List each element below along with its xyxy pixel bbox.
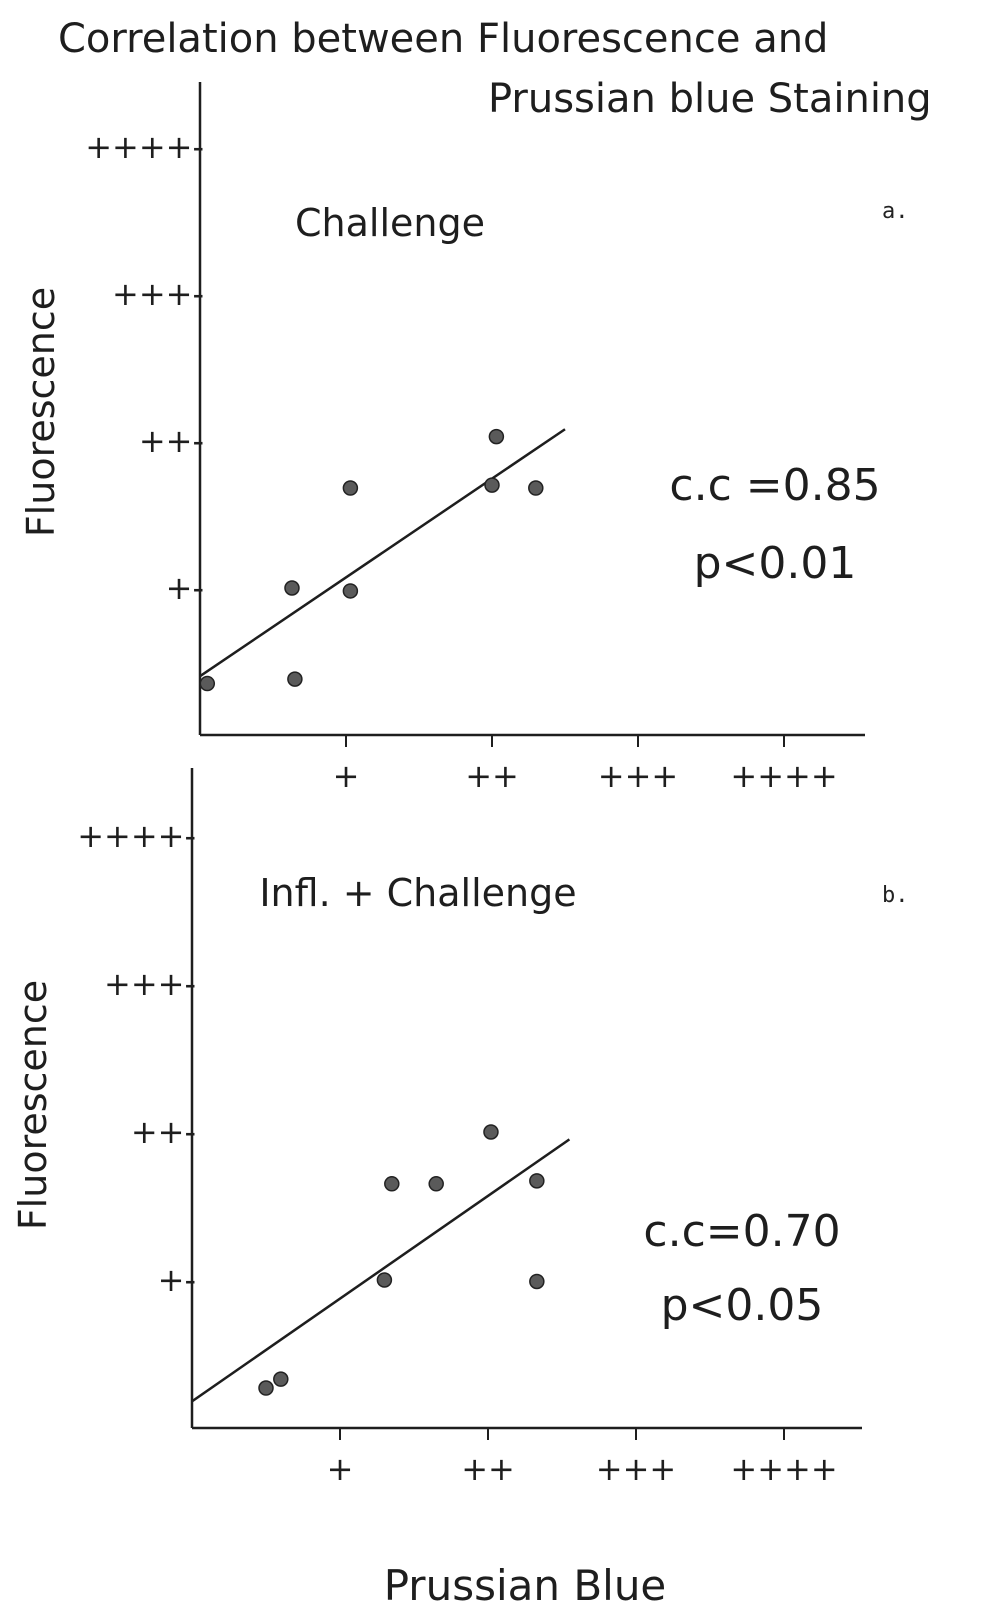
y-tick-label: ++- xyxy=(139,422,204,460)
y-axis-label: Fluorescence xyxy=(11,980,55,1230)
data-point xyxy=(529,1173,545,1189)
x-tick-label: + xyxy=(333,757,360,795)
y-tick-label: +- xyxy=(166,569,204,607)
panel-b: + ++ +++ +++++-++-+++-++++-FluorescenceInfl… xyxy=(11,768,909,1488)
panel-annotation: Infl. + Challenge xyxy=(259,871,576,915)
data-point xyxy=(529,1273,545,1290)
x-tick-label: ++++ xyxy=(730,757,837,795)
data-point xyxy=(488,428,505,445)
data-point xyxy=(258,1380,274,1396)
correlation-coefficient: c.c=0.70 xyxy=(643,1206,840,1257)
x-tick-label: + xyxy=(327,1450,354,1488)
regression-line xyxy=(199,428,566,678)
y-tick-label: +- xyxy=(158,1261,196,1299)
x-axis-label: Prussian Blue xyxy=(384,1561,667,1610)
panel-annotation: Challenge xyxy=(295,201,485,245)
p-value: p<0.01 xyxy=(694,538,857,589)
y-tick-label: +++- xyxy=(112,275,204,313)
data-point xyxy=(342,583,359,599)
data-point xyxy=(376,1272,393,1288)
y-tick-label: +++- xyxy=(104,965,196,1003)
x-tick-label: ++++ xyxy=(730,1450,837,1488)
data-point xyxy=(484,477,500,493)
x-tick-label: ++ xyxy=(461,1450,515,1488)
data-point xyxy=(384,1176,400,1192)
x-tick-label: +++ xyxy=(596,1450,676,1488)
panel-label: a. xyxy=(882,199,909,224)
data-point xyxy=(284,580,300,596)
x-tick-label: +++ xyxy=(598,757,678,795)
panel-a: + ++ +++ +++++-++-+++-++++-FluorescenceChal… xyxy=(19,82,909,795)
y-axis-label: Fluorescence xyxy=(19,287,63,537)
data-point xyxy=(483,1124,499,1140)
data-point xyxy=(428,1176,444,1192)
data-point xyxy=(528,480,544,496)
data-point xyxy=(273,1371,289,1387)
correlation-coefficient: c.c =0.85 xyxy=(669,460,880,511)
data-point xyxy=(342,480,359,496)
p-value: p<0.05 xyxy=(661,1280,824,1331)
figure-title-line2: Prussian blue Staining xyxy=(488,76,932,122)
y-tick-label: ++- xyxy=(131,1113,196,1151)
regression-line xyxy=(191,1138,571,1403)
figure-title-line1: Correlation between Fluorescence and xyxy=(58,16,828,62)
panel-label: b. xyxy=(882,883,909,908)
x-tick-label: ++ xyxy=(465,757,519,795)
data-point xyxy=(199,675,216,692)
y-tick-label: ++++- xyxy=(85,128,204,166)
data-point xyxy=(287,671,303,687)
y-tick-label: ++++- xyxy=(77,817,196,855)
